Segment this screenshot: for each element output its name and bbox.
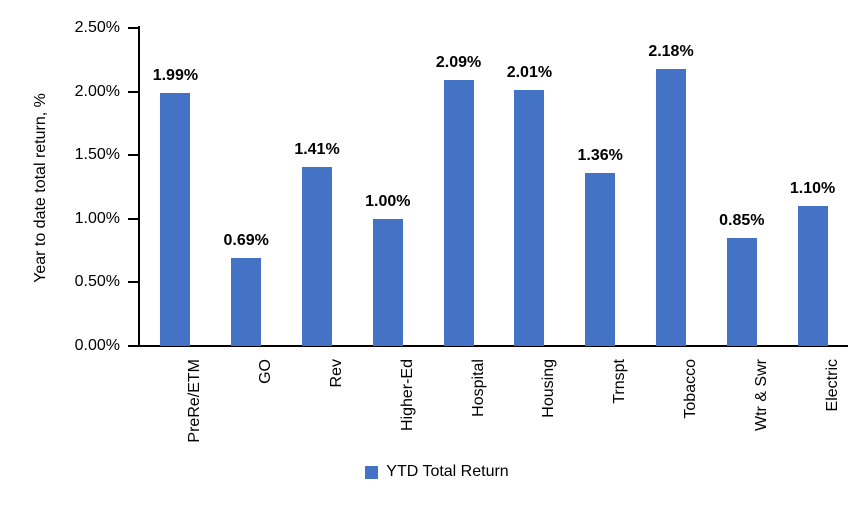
x-tick-label: Higher-Ed — [398, 359, 416, 432]
bar — [231, 258, 262, 346]
y-tick-mark — [128, 90, 138, 93]
legend-label: YTD Total Return — [386, 463, 509, 480]
x-tick-label: GO — [257, 359, 275, 384]
legend: YTD Total Return — [0, 462, 852, 482]
x-axis-line — [128, 345, 848, 347]
bar — [302, 166, 332, 346]
x-tick-label: Trnspt — [611, 359, 629, 404]
bar-value-label: 2.09% — [435, 54, 482, 72]
x-tick-label: Tobacco — [682, 359, 699, 419]
legend-entry: YTD Total Return — [365, 462, 509, 482]
x-tick-label: PreRe/ETM — [186, 359, 204, 443]
bar-value-label: 2.01% — [506, 64, 553, 82]
bar-value-label: 2.18% — [648, 42, 694, 60]
bar — [797, 206, 828, 346]
bar-value-label: 1.10% — [789, 180, 836, 198]
y-tick-label: 1.50% — [74, 146, 120, 164]
y-tick-label: 2.00% — [74, 82, 120, 100]
y-axis-line — [138, 26, 140, 347]
bar — [443, 80, 474, 346]
bar-value-label: 1.00% — [365, 192, 411, 210]
bar-value-label: 1.36% — [577, 147, 623, 164]
bar-value-label: 0.85% — [719, 211, 765, 229]
y-tick-label: 0.50% — [74, 273, 120, 291]
x-tick-label: Hospital — [469, 359, 487, 417]
bar — [160, 92, 191, 346]
bar — [726, 237, 757, 346]
y-tick-label: 0.00% — [74, 337, 120, 354]
bar-value-label: 1.41% — [294, 140, 340, 158]
x-tick-label: Housing — [540, 359, 558, 418]
bar — [656, 68, 686, 346]
y-tick-mark — [128, 154, 138, 157]
bar — [514, 90, 545, 346]
x-tick-label: Rev — [328, 359, 345, 388]
y-tick-mark — [128, 281, 138, 284]
y-tick-label: 2.50% — [74, 19, 120, 36]
x-tick-label: Electric — [823, 359, 841, 412]
bar-value-label: 1.99% — [152, 66, 199, 84]
legend-swatch-icon — [365, 465, 379, 479]
bar — [585, 173, 616, 346]
y-tick-mark — [128, 217, 138, 220]
y-tick-label: 1.00% — [74, 209, 120, 227]
y-tick-mark — [128, 27, 138, 29]
bar-value-label: 0.69% — [223, 232, 269, 250]
x-tick-label: Wtr & Swr — [752, 359, 770, 431]
bar — [372, 218, 403, 346]
y-tick-mark — [128, 345, 138, 347]
